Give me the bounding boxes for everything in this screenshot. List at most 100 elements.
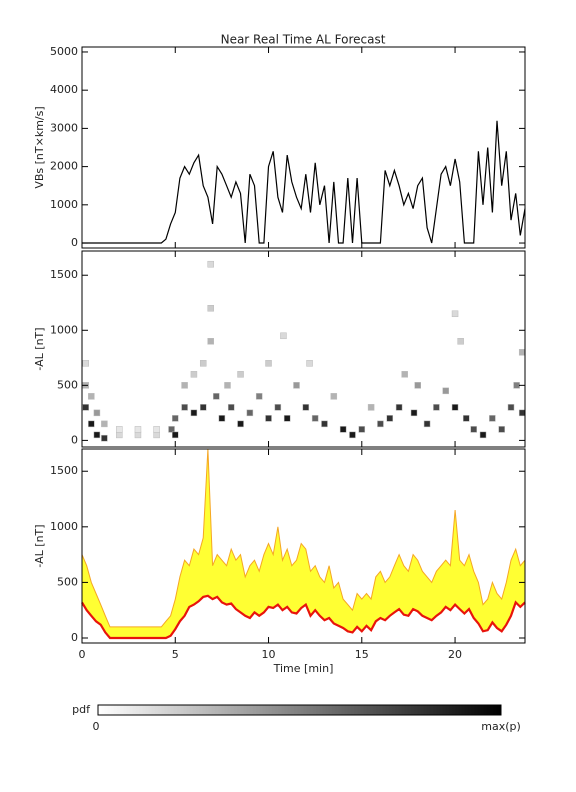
pdf-cell xyxy=(423,420,431,428)
y-tick-label: 0 xyxy=(71,236,78,249)
colorbar-min: 0 xyxy=(93,720,100,733)
pdf-cell xyxy=(218,415,226,422)
pdf-cell xyxy=(479,431,487,439)
y-tick-label: 0 xyxy=(71,631,78,644)
pdf-cell xyxy=(293,382,300,389)
pdf-cell xyxy=(280,332,287,340)
pdf-cell xyxy=(88,420,95,428)
pdf-cell xyxy=(410,409,418,417)
y-tick-label: 500 xyxy=(57,378,78,391)
y-axis-label: -AL [nT] xyxy=(33,327,46,370)
pdf-cell xyxy=(199,404,207,411)
pdf-cell xyxy=(224,382,231,389)
pdf-cell xyxy=(433,404,440,411)
y-tick-label: 500 xyxy=(57,575,78,588)
pdf-cell xyxy=(134,426,142,433)
pdf-cell xyxy=(367,404,375,411)
pdf-cell xyxy=(172,431,179,439)
pdf-cell xyxy=(101,420,108,428)
pdf-cell xyxy=(172,415,179,422)
pdf-cell xyxy=(168,426,175,433)
pdf-cell xyxy=(265,415,272,422)
plot-frame xyxy=(81,46,526,249)
pdf-cell xyxy=(134,431,142,439)
y-tick-label: 1500 xyxy=(50,464,78,477)
y-axis-label: -AL [nT] xyxy=(33,524,46,567)
colorbar-label: pdf xyxy=(72,703,91,716)
pdf-cell xyxy=(246,409,254,417)
pdf-cell xyxy=(153,426,160,433)
y-tick-label: 2000 xyxy=(50,160,78,173)
pdf-cell xyxy=(207,260,214,268)
pdf-cell xyxy=(498,426,505,433)
pdf-cell xyxy=(414,382,421,389)
pdf-cell xyxy=(395,404,403,411)
y-tick-label: 0 xyxy=(71,433,78,446)
pdf-cell xyxy=(82,404,89,411)
pdf-cell xyxy=(489,415,496,422)
pdf-cell xyxy=(507,404,515,411)
pdf-cell xyxy=(116,426,123,433)
series-line xyxy=(81,594,526,640)
y-tick-label: 1500 xyxy=(50,268,78,281)
pdf-cell xyxy=(255,393,263,400)
pdf-cell xyxy=(386,415,394,422)
pdf-cell xyxy=(321,420,328,428)
x-axis-label: Time [min] xyxy=(273,662,334,675)
y-tick-label: 1000 xyxy=(50,198,78,211)
pdf-cell xyxy=(181,382,188,389)
pdf-cell xyxy=(237,371,244,378)
forecast-band xyxy=(82,449,525,638)
y-tick-label: 5000 xyxy=(50,45,78,58)
pdf-cell xyxy=(358,426,366,433)
pdf-cell xyxy=(190,371,198,378)
pdf-cell xyxy=(93,409,101,417)
pdf-cell xyxy=(518,409,526,417)
pdf-cell xyxy=(330,393,338,400)
pdf-cell xyxy=(311,415,319,422)
pdf-cell xyxy=(82,360,89,367)
chart-title: Near Real Time AL Forecast xyxy=(221,33,386,47)
pdf-cell xyxy=(442,387,449,395)
y-tick-label: 1000 xyxy=(50,323,78,336)
x-tick-label: 20 xyxy=(448,648,462,661)
x-tick-label: 5 xyxy=(172,648,179,661)
plot-frame xyxy=(81,448,526,644)
pdf-cell xyxy=(451,310,459,318)
y-tick-label: 3000 xyxy=(50,121,78,134)
pdf-cell xyxy=(207,305,214,312)
x-tick-label: 0 xyxy=(79,648,86,661)
pdf-cell xyxy=(302,404,310,411)
pdf-cell xyxy=(306,360,313,367)
pdf-cell xyxy=(274,404,282,411)
pdf-cell xyxy=(227,404,235,411)
pdf-cell xyxy=(116,431,123,439)
pdf-cell xyxy=(462,415,470,422)
pdf-cell xyxy=(518,349,526,356)
colorbar xyxy=(97,704,502,716)
y-tick-label: 1000 xyxy=(50,520,78,533)
pdf-cell xyxy=(283,415,291,422)
pdf-cell xyxy=(181,404,188,411)
pdf-cell xyxy=(101,434,108,442)
pdf-cell xyxy=(457,338,464,345)
pdf-cell xyxy=(199,360,207,367)
y-axis-label: VBs [nT×km/s] xyxy=(33,106,46,188)
pdf-cell xyxy=(451,404,459,411)
pdf-cell xyxy=(88,393,95,400)
pdf-cell xyxy=(213,393,220,400)
pdf-cell xyxy=(339,426,347,433)
pdf-cell xyxy=(153,431,160,439)
pdf-cell xyxy=(513,382,520,389)
data-line xyxy=(82,120,526,244)
pdf-cell xyxy=(401,371,408,378)
x-tick-label: 15 xyxy=(355,648,369,661)
pdf-cell xyxy=(349,431,356,439)
pdf-cell xyxy=(207,338,214,345)
pdf-cell xyxy=(190,409,198,417)
colorbar-max: max(p) xyxy=(481,720,521,733)
plot-frame xyxy=(81,250,526,448)
series-line xyxy=(81,448,526,628)
pdf-cell xyxy=(265,360,272,367)
